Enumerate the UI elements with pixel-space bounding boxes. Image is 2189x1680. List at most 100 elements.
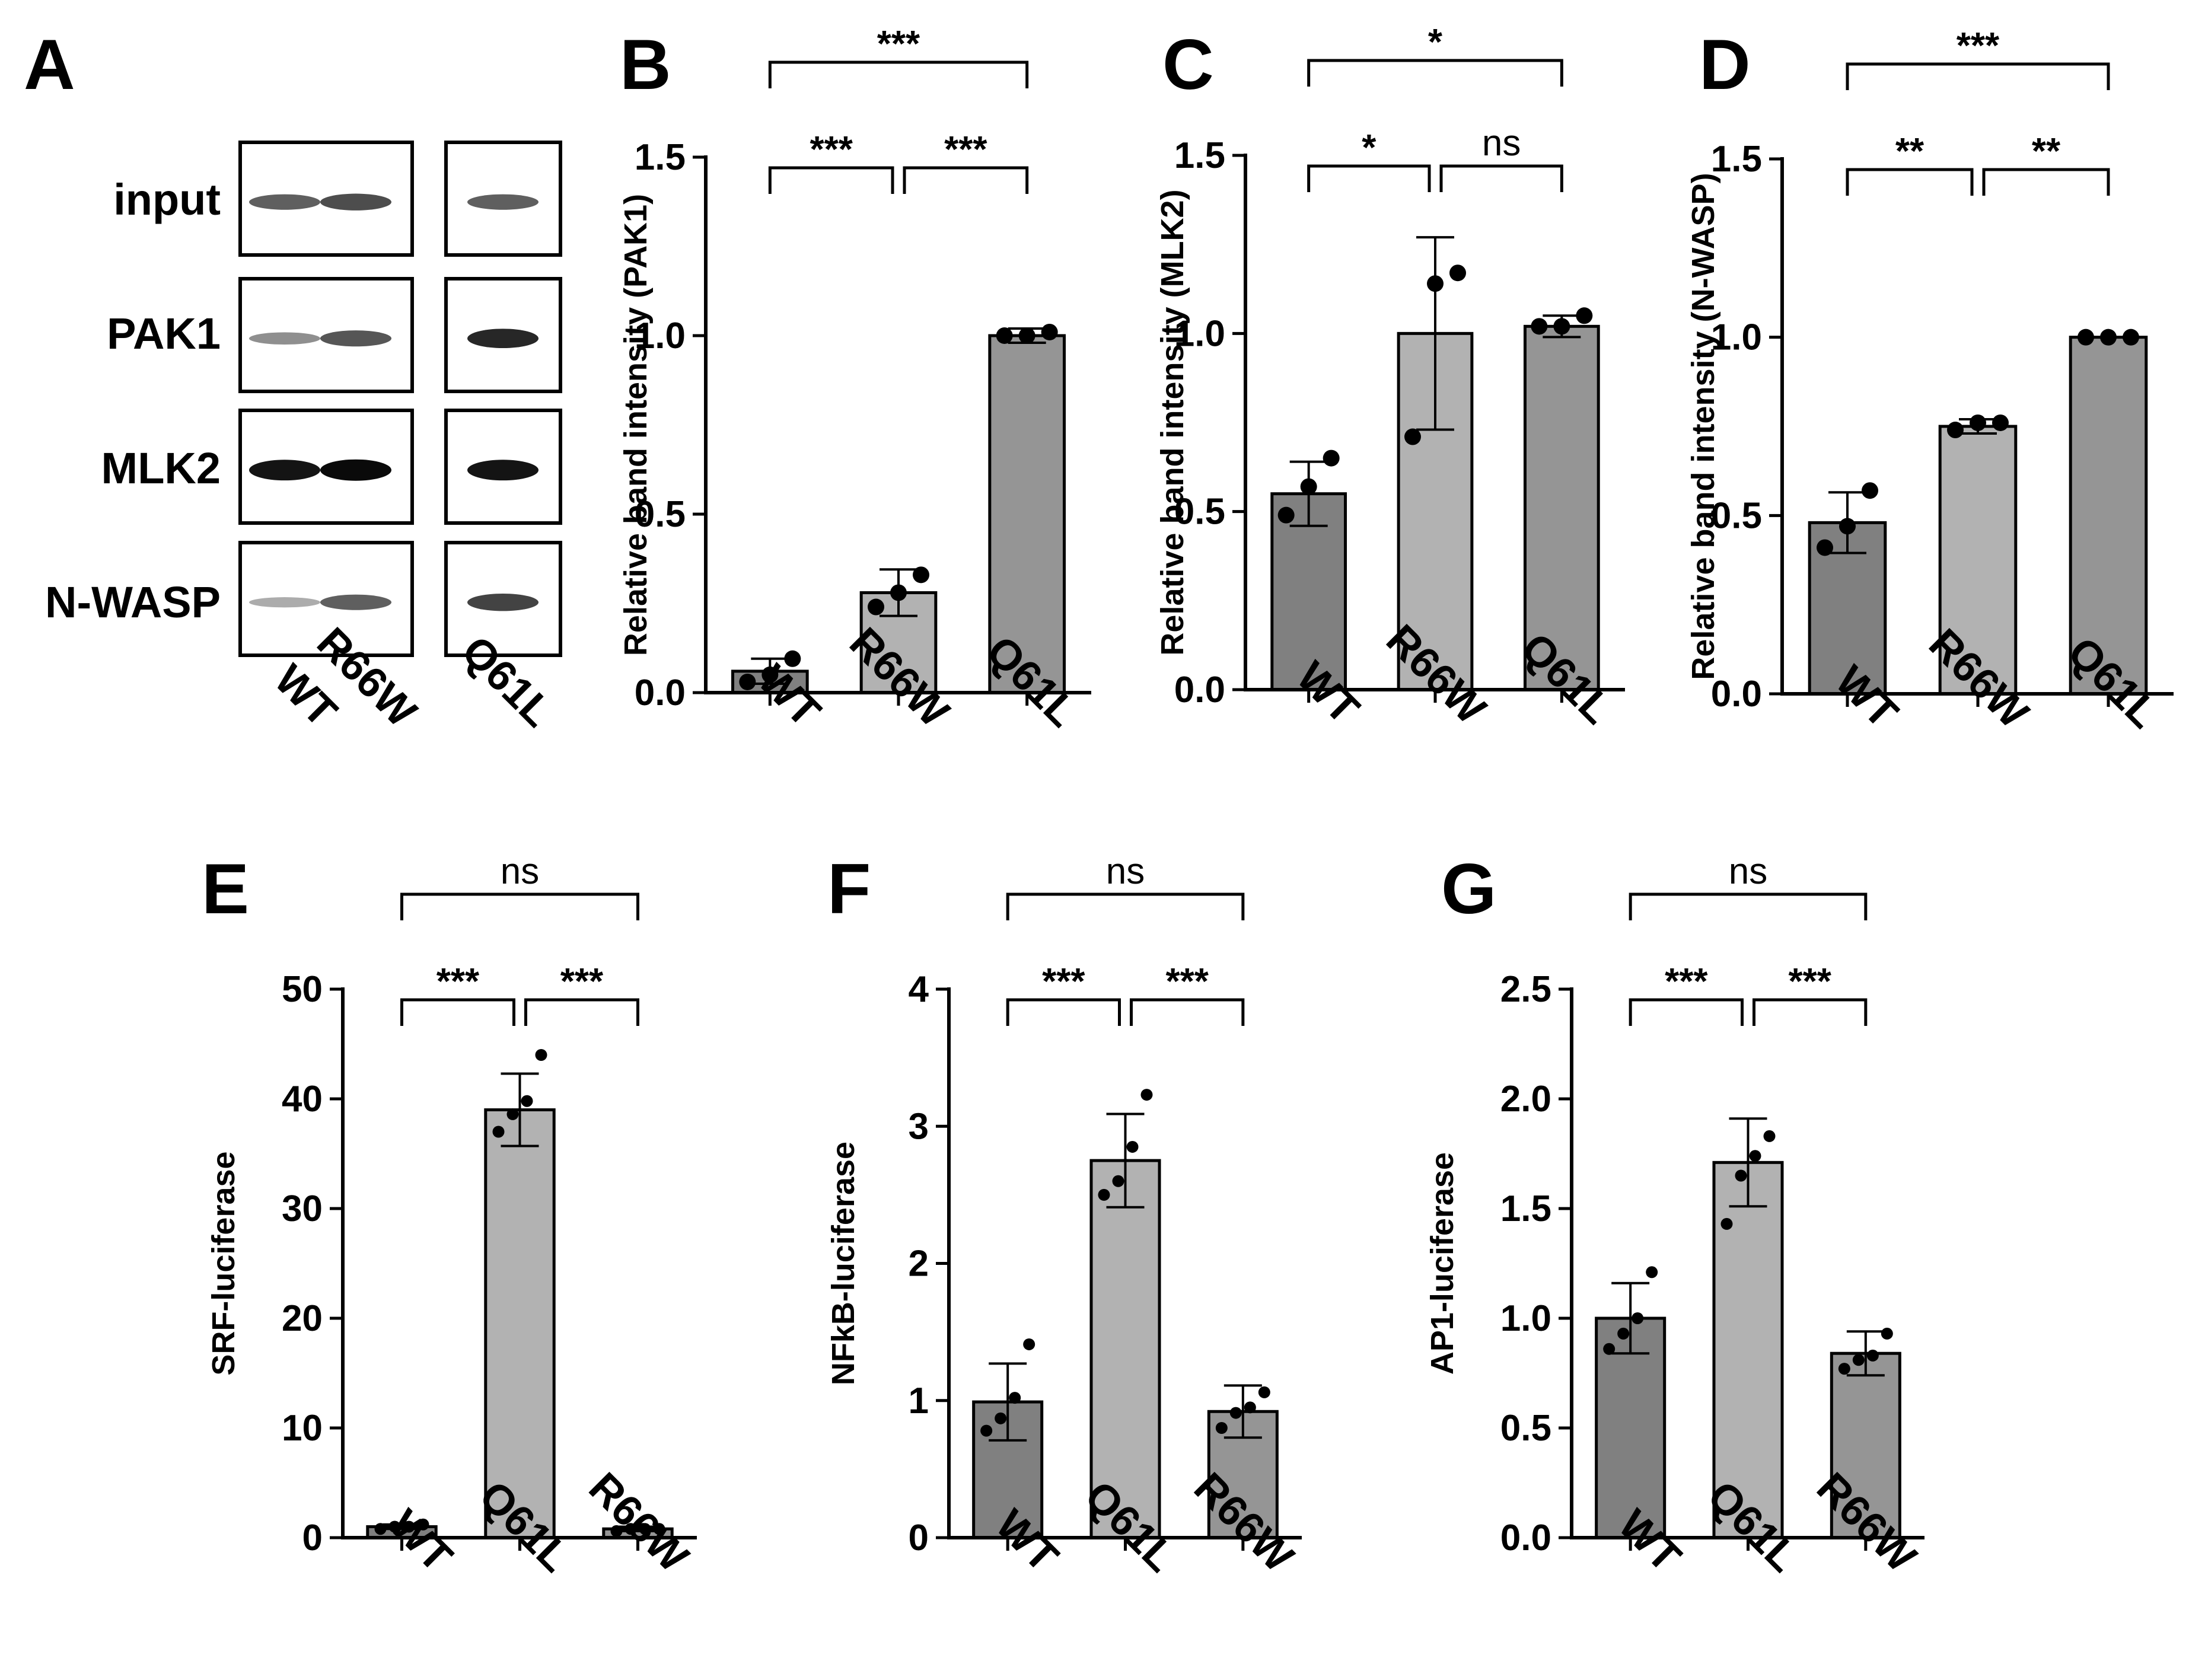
data-point <box>535 1049 547 1061</box>
y-tick-label: 0 <box>302 1518 323 1558</box>
y-tick-label: 1.5 <box>1711 139 1762 180</box>
significance-label: *** <box>1665 961 1708 1002</box>
data-point <box>1838 1363 1850 1375</box>
panel-letter: C <box>1162 25 1214 104</box>
blot-membranes <box>238 141 562 657</box>
blot-band <box>467 329 539 349</box>
y-tick-label: 0.0 <box>635 672 686 713</box>
data-point <box>388 1520 401 1533</box>
data-point <box>1763 1130 1776 1142</box>
bar <box>1938 425 2018 696</box>
data-point <box>1992 414 2009 431</box>
data-point <box>1749 1150 1761 1162</box>
data-point <box>492 1126 505 1138</box>
data-point <box>639 1523 651 1535</box>
y-tick-label: 50 <box>282 969 323 1010</box>
blot-membrane <box>444 541 562 657</box>
blot-band <box>467 194 539 210</box>
bar <box>1595 1316 1667 1539</box>
data-point <box>1553 318 1570 335</box>
y-tick-label: 0.0 <box>1174 670 1225 710</box>
y-tick-label: 30 <box>282 1188 323 1229</box>
y-axis-title: AP1-luciferase <box>1425 1152 1460 1375</box>
data-point <box>1215 1422 1228 1434</box>
significance-bracket <box>768 60 1029 88</box>
y-axis-title: Relative band intensity (N-WASP) <box>1685 173 1721 680</box>
data-point <box>996 327 1013 344</box>
y-tick-label: 0 <box>909 1518 929 1558</box>
y-axis-title: Relative band intensity (MLK2) <box>1155 189 1190 655</box>
data-point <box>1817 539 1833 556</box>
y-tick-label: 1.0 <box>1711 317 1762 358</box>
data-point <box>1323 450 1340 467</box>
panel-letter: G <box>1441 849 1496 929</box>
significance-bracket <box>1307 59 1563 87</box>
y-axis-title: SRF-luciferase <box>206 1151 241 1375</box>
significance-bracket <box>400 998 515 1026</box>
significance-label: ** <box>2032 131 2061 172</box>
significance-bracket <box>903 166 1029 194</box>
y-tick-label: 4 <box>909 969 929 1010</box>
data-point <box>1576 307 1593 324</box>
data-point <box>1112 1175 1124 1187</box>
significance-label: * <box>1362 127 1377 168</box>
bar <box>1089 1159 1161 1539</box>
blot-band <box>249 332 320 345</box>
significance-label: *** <box>810 129 853 170</box>
data-point <box>1229 1407 1242 1419</box>
y-tick-label: 3 <box>909 1106 929 1147</box>
y-tick-label: 1 <box>909 1381 929 1421</box>
panel-letter: B <box>620 25 671 104</box>
data-point <box>2100 329 2117 346</box>
blot-band <box>249 460 320 481</box>
data-point <box>1852 1354 1865 1366</box>
panel-letter: F <box>827 849 871 929</box>
data-point <box>610 1525 623 1537</box>
data-point <box>1140 1089 1153 1101</box>
significance-bracket <box>1753 998 1868 1026</box>
data-point <box>1947 422 1964 439</box>
data-point <box>374 1523 387 1535</box>
data-point <box>1427 275 1444 292</box>
bar <box>2069 336 2148 696</box>
y-tick-label: 0.5 <box>1500 1408 1551 1449</box>
significance-label: *** <box>944 129 987 170</box>
data-point <box>761 666 779 683</box>
data-point <box>913 566 929 584</box>
data-point <box>1970 414 1986 431</box>
y-tick-label: 0.0 <box>1500 1518 1551 1558</box>
data-point <box>2123 329 2139 346</box>
data-point <box>1009 1392 1021 1404</box>
bar <box>1830 1351 1901 1539</box>
data-point <box>1881 1327 1893 1340</box>
data-point <box>1041 323 1058 340</box>
significance-bracket <box>1846 62 2110 90</box>
significance-label: *** <box>1788 961 1831 1002</box>
blot-row-label: MLK2 <box>101 444 221 493</box>
significance-bracket <box>768 166 894 194</box>
significance-label: *** <box>560 961 604 1002</box>
significance-label: *** <box>1957 25 2000 66</box>
data-point <box>739 673 756 690</box>
significance-bracket <box>524 998 639 1026</box>
blot-row-label: input <box>113 175 221 224</box>
significance-label: ** <box>1895 131 1924 172</box>
significance-bracket <box>1307 164 1431 192</box>
y-tick-label: 1.0 <box>1500 1298 1551 1339</box>
data-point <box>624 1523 637 1535</box>
blot-band <box>320 459 391 481</box>
y-tick-label: 1.5 <box>1174 135 1225 176</box>
x-tick-label: R66W <box>580 1464 697 1581</box>
y-tick-label: 10 <box>282 1408 323 1449</box>
data-point <box>1277 506 1295 524</box>
y-tick-label: 0.5 <box>635 494 686 535</box>
data-point <box>417 1518 429 1531</box>
significance-bracket <box>400 892 639 920</box>
data-point <box>1300 478 1317 495</box>
significance-label: * <box>1428 22 1443 63</box>
significance-bracket <box>1982 168 2110 196</box>
blot-band <box>467 460 539 481</box>
data-point <box>653 1523 665 1535</box>
significance-bracket <box>1629 998 1744 1026</box>
